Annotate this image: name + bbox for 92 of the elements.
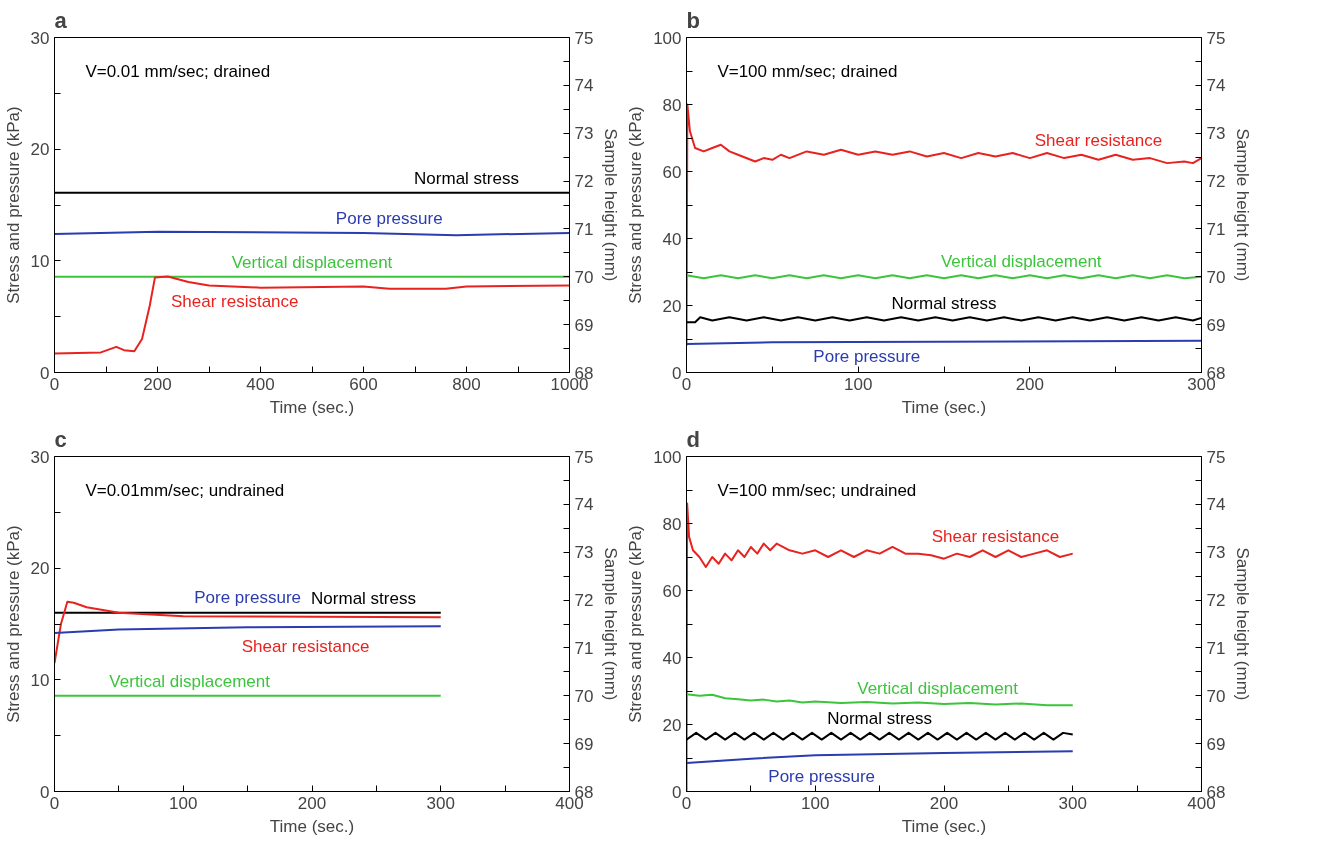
- series-label: Shear resistance: [1034, 131, 1163, 151]
- annotation: V=100 mm/sec; drained: [717, 61, 898, 81]
- x-axis-title: Time (sec.): [901, 816, 987, 836]
- y2-tick-label: 71: [574, 638, 594, 658]
- y2-tick-label: 70: [574, 267, 594, 287]
- series-label: Normal stress: [891, 293, 997, 313]
- y-tick-label: 100: [653, 447, 682, 467]
- y2-tick-label: 74: [1206, 76, 1226, 96]
- series-label: Vertical displacement: [857, 678, 1019, 698]
- y2-tick-label: 69: [574, 734, 594, 754]
- y-tick-label: 100: [653, 28, 682, 48]
- chart-title: b: [686, 7, 700, 33]
- x-tick-label: 800: [452, 374, 481, 394]
- y2-tick-label: 71: [1206, 638, 1226, 658]
- series-label: Vertical displacement: [109, 672, 271, 692]
- y-tick-label: 20: [30, 559, 50, 579]
- y2-tick-label: 75: [1206, 447, 1226, 467]
- x-axis-title: Time (sec.): [269, 816, 355, 836]
- x-tick-label: 200: [143, 374, 172, 394]
- x-tick-label: 200: [929, 793, 959, 813]
- y2-tick-label: 71: [1206, 219, 1226, 239]
- annotation: V=0.01 mm/sec; drained: [85, 61, 271, 81]
- series-label: Normal stress: [414, 169, 519, 189]
- y2-tick-label: 71: [574, 219, 594, 239]
- y-tick-label: 40: [662, 229, 682, 249]
- series-label: Shear resistance: [170, 292, 299, 312]
- series-label: Pore pressure: [194, 587, 302, 607]
- y2-axis-title: Sample height (mm): [1233, 128, 1253, 282]
- series-label: Pore pressure: [335, 209, 443, 229]
- x-tick-label: 100: [843, 374, 873, 394]
- y2-tick-label: 73: [574, 543, 594, 563]
- y-tick-label: 20: [662, 715, 682, 735]
- x-axis-title: Time (sec.): [269, 397, 355, 417]
- y-axis-title: Stress and pressure (kPa): [626, 525, 646, 723]
- y2-tick-label: 73: [574, 124, 594, 144]
- x-tick-label: 400: [246, 374, 275, 394]
- y2-axis-title: Sample height (mm): [601, 128, 621, 282]
- series-label: Vertical displacement: [940, 251, 1102, 271]
- series-label: Normal stress: [827, 709, 933, 729]
- y-tick-label: 10: [30, 670, 50, 690]
- y2-tick-label: 74: [574, 76, 594, 96]
- y2-axis-title: Sample height (mm): [601, 547, 621, 701]
- series-label: Pore pressure: [768, 766, 876, 786]
- y2-tick-label: 69: [1206, 315, 1226, 335]
- y-tick-label: 80: [662, 514, 682, 534]
- series-label: Normal stress: [311, 589, 416, 609]
- x-tick-label: 600: [349, 374, 378, 394]
- y-tick-label: 40: [662, 648, 682, 668]
- y2-tick-label: 75: [574, 447, 594, 467]
- y2-axis-title: Sample height (mm): [1233, 547, 1253, 701]
- y-tick-label: 30: [30, 447, 50, 467]
- y2-tick-label: 72: [1206, 591, 1226, 611]
- chart-title: c: [54, 426, 67, 452]
- x-tick-label: 300: [1058, 793, 1087, 813]
- y2-tick-label: 69: [1206, 734, 1226, 754]
- y-axis-title: Stress and pressure (kPa): [3, 525, 23, 723]
- y2-tick-label: 74: [574, 495, 594, 515]
- x-tick-label: 100: [801, 793, 830, 813]
- y2-tick-label: 73: [1206, 124, 1226, 144]
- y-tick-label: 60: [662, 162, 682, 182]
- y2-tick-label: 74: [1206, 495, 1226, 515]
- x-tick-label: 200: [297, 793, 327, 813]
- y2-tick-label: 70: [1206, 686, 1226, 706]
- y2-tick-label: 72: [1206, 172, 1226, 192]
- y-tick-label: 20: [30, 140, 50, 160]
- chart-title: a: [54, 7, 68, 33]
- y2-tick-label: 72: [574, 591, 594, 611]
- y2-tick-label: 69: [574, 315, 594, 335]
- x-tick-label: 300: [426, 793, 455, 813]
- annotation: V=0.01mm/sec; undrained: [85, 480, 285, 500]
- x-axis-title: Time (sec.): [901, 397, 987, 417]
- y-axis-title: Stress and pressure (kPa): [626, 106, 646, 304]
- y-tick-label: 30: [30, 28, 50, 48]
- annotation: V=100 mm/sec; undrained: [717, 480, 917, 500]
- y2-tick-label: 75: [1206, 28, 1226, 48]
- series-label: Pore pressure: [813, 346, 921, 366]
- chart-title: d: [686, 426, 700, 452]
- y2-tick-label: 73: [1206, 543, 1226, 563]
- series-label: Shear resistance: [931, 526, 1060, 546]
- x-tick-label: 200: [1015, 374, 1045, 394]
- y-tick-label: 10: [30, 251, 50, 271]
- y-axis-title: Stress and pressure (kPa): [3, 106, 23, 304]
- y2-tick-label: 70: [1206, 267, 1226, 287]
- y-tick-label: 20: [662, 296, 682, 316]
- series-label: Vertical displacement: [231, 253, 393, 273]
- y-tick-label: 80: [662, 95, 682, 115]
- y2-tick-label: 75: [574, 28, 594, 48]
- y2-tick-label: 70: [574, 686, 594, 706]
- y-tick-label: 60: [662, 581, 682, 601]
- series-label: Shear resistance: [241, 636, 370, 656]
- x-tick-label: 100: [169, 793, 198, 813]
- y2-tick-label: 72: [574, 172, 594, 192]
